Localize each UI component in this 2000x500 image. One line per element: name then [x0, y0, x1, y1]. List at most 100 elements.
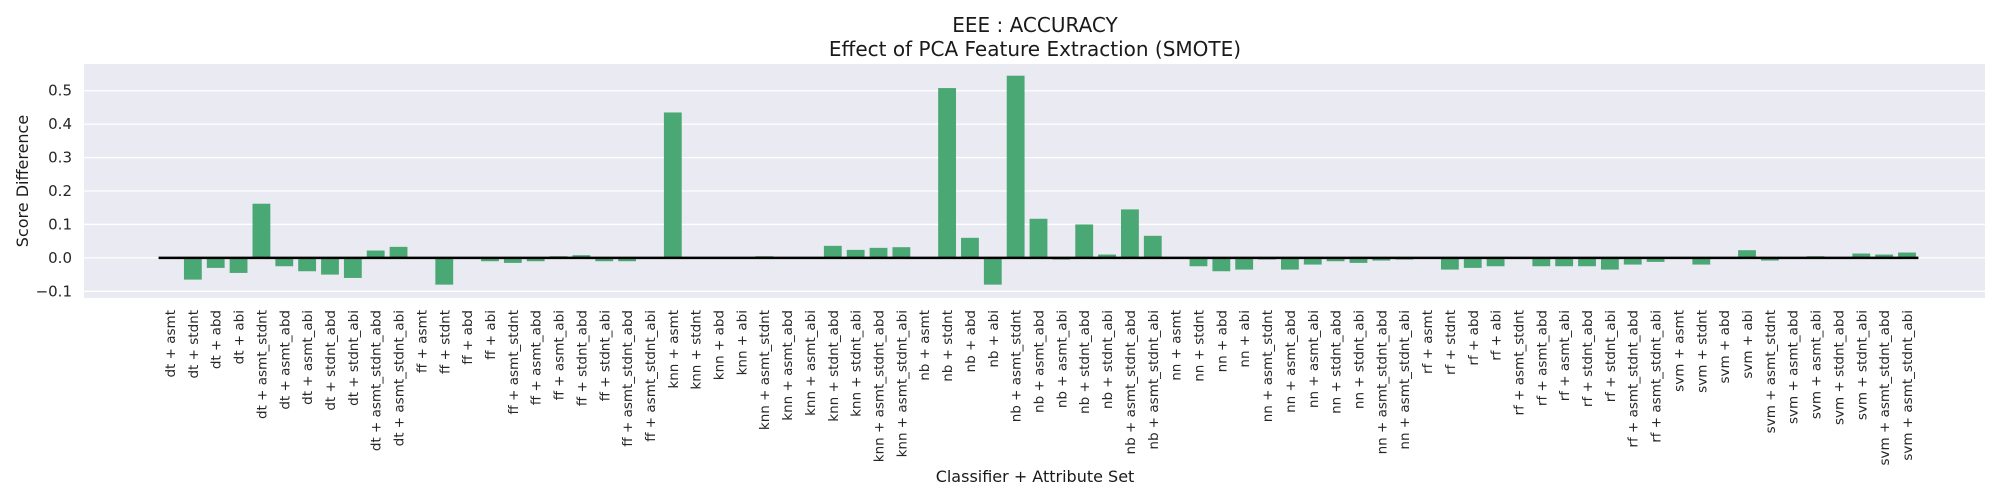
x-tick-label: ff + abd: [460, 310, 476, 365]
x-tick-label: knn + stdnt_abi: [849, 310, 865, 417]
x-tick-label: nb + stdnt_abi: [1100, 310, 1116, 409]
x-tick-label: knn + asmt: [666, 310, 682, 389]
x-tick-label: svm + stdnt_abd: [1831, 310, 1847, 425]
x-tick-label: svm + asmt_stdnt_abi: [1900, 310, 1916, 461]
x-tick-label: nn + asmt: [1169, 310, 1185, 381]
bar: [275, 257, 294, 267]
x-tick-label: svm + stdnt: [1694, 310, 1710, 393]
y-tick-label: 0.4: [48, 115, 72, 133]
bar: [1532, 257, 1551, 267]
x-tick-label: nb + abi: [986, 310, 1002, 368]
x-tick-label: knn + asmt_stdnt_abd: [872, 310, 888, 462]
y-tick-labels: −0.1 0.0 0.1 0.2 0.3 0.4 0.5: [36, 82, 72, 301]
bar: [1898, 252, 1916, 258]
bar: [892, 247, 911, 258]
bar: [1486, 257, 1505, 267]
x-tick-labels: dt + asmt dt + stdnt dt + abd dt + abi dt + …: [163, 310, 1916, 465]
bar: [1235, 257, 1254, 270]
bar: [1098, 254, 1116, 258]
x-tick-label: svm + asmt: [1671, 310, 1687, 392]
x-tick-label: dt + stdnt_abi: [346, 310, 362, 406]
x-tick-label: rf + abi: [1489, 310, 1505, 361]
bar: [618, 257, 637, 262]
x-tick-label: ff + asmt: [414, 310, 430, 373]
bars: [183, 75, 1916, 285]
x-tick-label: nn + stdnt_abi: [1351, 310, 1367, 409]
chart-subtitle: Effect of PCA Feature Extraction (SMOTE): [829, 37, 1241, 61]
x-tick-label: dt + asmt_abi: [300, 310, 316, 405]
bar: [595, 257, 614, 262]
bar: [869, 247, 888, 258]
x-tick-label: svm + asmt_abi: [1809, 310, 1825, 419]
y-tick-label: 0.3: [48, 149, 72, 167]
bar: [1143, 235, 1162, 258]
y-axis-label: Score Difference: [13, 115, 32, 247]
x-tick-label: nn + asmt_stdnt: [1260, 310, 1276, 422]
x-tick-label: knn + asmt_stdnt_abi: [894, 310, 910, 457]
bar: [1029, 218, 1048, 258]
x-tick-label: nn + abd: [1214, 310, 1230, 372]
x-tick-label: knn + asmt_stdnt: [757, 310, 773, 430]
bar: [1578, 257, 1596, 267]
bar: [1852, 253, 1871, 258]
y-tick-label: 0.1: [48, 215, 72, 233]
bar: [1006, 75, 1025, 258]
bar: [1692, 257, 1711, 265]
x-tick-label: knn + stdnt: [689, 310, 705, 390]
bar: [206, 257, 225, 268]
bar: [1189, 257, 1208, 267]
x-tick-label: nb + asmt_stdnt_abd: [1123, 310, 1139, 454]
x-tick-label: rf + asmt_stdnt_abi: [1649, 310, 1665, 443]
x-tick-label: ff + stdnt_abi: [597, 310, 613, 401]
x-tick-label: svm + abd: [1717, 310, 1733, 383]
x-tick-label: ff + abi: [483, 310, 499, 360]
x-tick-label: dt + stdnt: [186, 310, 202, 379]
x-tick-label: ff + stdnt: [437, 310, 453, 374]
x-tick-label: dt + asmt_stdnt_abi: [392, 310, 408, 446]
x-tick-label: rf + stdnt_abi: [1603, 310, 1619, 402]
x-tick-label: dt + asmt: [163, 310, 179, 378]
bar: [1212, 257, 1231, 272]
x-tick-label: nn + asmt_stdnt_abi: [1397, 310, 1413, 450]
x-tick-label: nn + abi: [1237, 310, 1253, 368]
x-tick-label: nb + asmt_stdnt: [1009, 310, 1025, 422]
x-tick-label: dt + stdnt_abd: [323, 310, 339, 411]
bar: [823, 245, 842, 258]
x-tick-label: svm + stdnt_abi: [1854, 310, 1870, 420]
bar: [1349, 257, 1368, 263]
y-tick-label: −0.1: [36, 282, 72, 300]
bar: [1121, 209, 1139, 258]
x-tick-label: nb + asmt: [917, 310, 933, 381]
x-tick-label: ff + asmt_abi: [552, 310, 568, 400]
bar: [846, 249, 865, 258]
bar: [1440, 257, 1459, 270]
bar: [1463, 257, 1482, 268]
x-tick-label: rf + asmt_abi: [1557, 310, 1573, 401]
y-tick-label: 0.0: [48, 249, 72, 267]
bar: [1326, 257, 1345, 262]
bar: [572, 255, 591, 258]
x-tick-label: ff + stdnt_abd: [574, 310, 590, 406]
bar: [1875, 254, 1894, 258]
bar: [503, 257, 522, 263]
x-tick-label: nb + asmt_abi: [1054, 310, 1070, 408]
x-tick-label: nn + asmt_abi: [1306, 310, 1322, 408]
x-tick-label: dt + asmt_abd: [277, 310, 293, 410]
x-tick-label: knn + asmt_abd: [780, 310, 796, 421]
bar: [961, 237, 979, 258]
bar: [1372, 257, 1391, 261]
x-tick-label: knn + abd: [712, 310, 728, 380]
bar: [1280, 257, 1299, 270]
bar: [1738, 250, 1756, 258]
x-tick-label: dt + asmt_stdnt: [254, 310, 270, 419]
x-axis-label: Classifier + Attribute Set: [936, 467, 1135, 486]
x-tick-label: nn + stdnt: [1191, 310, 1207, 382]
x-tick-label: ff + asmt_stdnt_abd: [620, 310, 636, 447]
x-tick-label: svm + asmt_stdnt_abd: [1877, 310, 1893, 465]
x-tick-label: dt + abi: [232, 310, 248, 364]
x-tick-label: knn + asmt_abi: [803, 310, 819, 416]
bar: [183, 257, 202, 280]
x-tick-label: knn + stdnt_abd: [826, 310, 842, 422]
x-tick-label: ff + asmt_abd: [529, 310, 545, 405]
